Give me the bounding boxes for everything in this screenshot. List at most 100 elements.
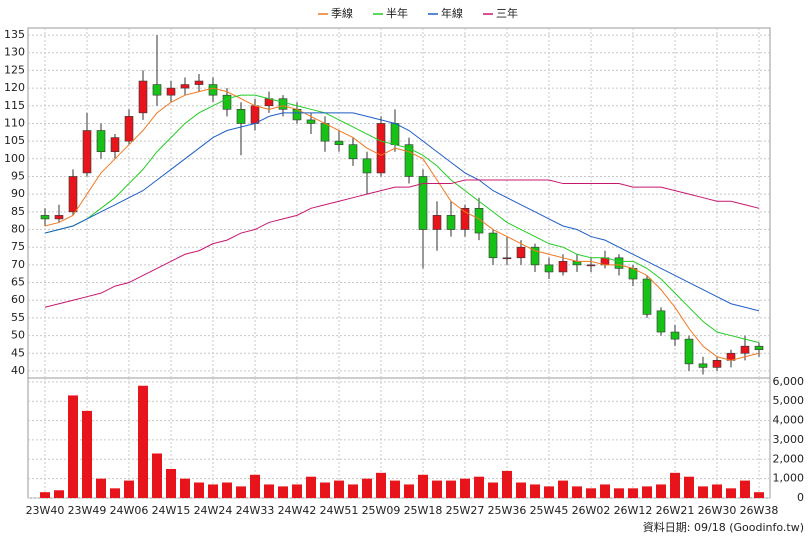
x-tick-label: 25W36 (488, 504, 527, 517)
volume-bar (614, 488, 624, 498)
volume-bar (54, 490, 64, 498)
volume-bar (558, 480, 568, 498)
volume-bar (348, 484, 358, 498)
x-tick-label: 24W33 (236, 504, 275, 517)
y-tick-label: 45 (11, 346, 25, 359)
volume-bar (502, 470, 512, 498)
y2-tick-label: 5,000 (773, 394, 805, 407)
price-panel (27, 27, 771, 379)
candle-body (194, 80, 204, 85)
volume-bar (530, 484, 540, 498)
candle-body (334, 140, 344, 145)
volume-bar (124, 480, 134, 498)
volume-bar (642, 486, 652, 498)
x-tick-label: 24W42 (278, 504, 317, 517)
volume-bar (726, 488, 736, 498)
volume-bar (264, 484, 274, 498)
candle-body (558, 261, 568, 273)
candle-body (306, 119, 316, 124)
volume-bar (152, 453, 162, 498)
volume-bar (446, 480, 456, 498)
volume-bar (138, 385, 148, 498)
ma-line (44, 94, 760, 344)
candle-body (740, 345, 750, 354)
candle-body (278, 98, 288, 110)
x-tick-label: 23W40 (26, 504, 65, 517)
y2-tick-label: 2,000 (773, 452, 805, 465)
candle-body (572, 261, 582, 266)
volume-bar (194, 482, 204, 498)
volume-bar (166, 468, 176, 498)
x-tick-label: 25W18 (404, 504, 443, 517)
candle-body (222, 94, 232, 110)
y2-tick-label: 6,000 (773, 375, 805, 388)
volume-bar (698, 486, 708, 498)
x-tick-label: 25W09 (362, 504, 401, 517)
candle-body (152, 84, 162, 96)
candle-body (180, 84, 190, 89)
legend-label: 季線 (331, 6, 353, 20)
candle-body (348, 144, 358, 160)
volume-bar (474, 476, 484, 498)
legend-label: 三年 (496, 6, 518, 20)
y-tick-label: 120 (4, 81, 25, 94)
volume-bar (754, 492, 764, 498)
volume-bar (376, 472, 386, 498)
candle-body (54, 215, 64, 220)
volume-bar (334, 480, 344, 498)
legend: 季線 半年 年線 三年 (318, 6, 518, 20)
x-tick-label: 26W12 (614, 504, 653, 517)
candle-body (390, 123, 400, 145)
y-tick-label: 100 (4, 152, 25, 165)
ma-line (44, 87, 760, 361)
candle-body (82, 130, 92, 174)
candle-body (40, 215, 50, 220)
volume-bar (82, 410, 92, 498)
y-tick-label: 60 (11, 293, 25, 306)
volume-panel (27, 377, 771, 499)
y2-tick-label: 0 (797, 491, 804, 504)
x-tick-label: 25W27 (446, 504, 485, 517)
candle-body (684, 338, 694, 365)
y-tick-label: 125 (4, 63, 25, 76)
x-tick-label: 23W49 (68, 504, 107, 517)
y-tick-label: 105 (4, 134, 25, 147)
candle-body (502, 257, 512, 260)
candle-body (236, 109, 246, 124)
volume-bar (306, 476, 316, 498)
candle-body (544, 264, 554, 273)
volume-bar (572, 486, 582, 498)
candle-body (754, 345, 764, 351)
legend-label: 年線 (441, 6, 463, 20)
volume-bar (628, 488, 638, 498)
y-tick-label: 85 (11, 205, 25, 218)
volume-bar (684, 476, 694, 498)
candle-body (712, 360, 722, 368)
y-tick-label: 40 (11, 364, 25, 377)
volume-bar (208, 484, 218, 498)
volume-bar (278, 486, 288, 498)
x-tick-label: 25W45 (530, 504, 569, 517)
candle-body (460, 208, 470, 230)
y-tick-label: 70 (11, 258, 25, 271)
candle-body (446, 215, 456, 230)
x-tick-label: 24W06 (110, 504, 149, 517)
candle-body (474, 208, 484, 234)
candle-body (418, 176, 428, 230)
candle-body (166, 87, 176, 96)
y-tick-label: 75 (11, 240, 25, 253)
candle-body (432, 215, 442, 230)
volume-bar (222, 482, 232, 498)
x-tick-label: 26W02 (572, 504, 611, 517)
y-tick-label: 110 (4, 116, 25, 129)
candle-body (656, 310, 666, 333)
y2-tick-label: 3,000 (773, 433, 805, 446)
volume-bar (68, 395, 78, 498)
volume-bar (390, 480, 400, 498)
ma-line (44, 112, 760, 312)
y-tick-label: 95 (11, 169, 25, 182)
candle-body (250, 105, 260, 124)
candle-body (642, 278, 652, 315)
volume-bar (656, 484, 666, 498)
